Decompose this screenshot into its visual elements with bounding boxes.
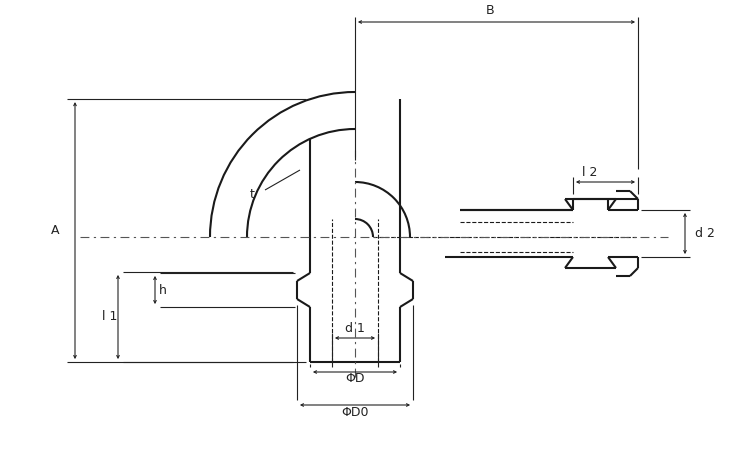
Text: A: A bbox=[51, 224, 59, 237]
Text: l 2: l 2 bbox=[582, 166, 598, 179]
Text: d 1: d 1 bbox=[345, 321, 365, 334]
Text: B: B bbox=[486, 4, 494, 17]
Text: ΦD0: ΦD0 bbox=[341, 405, 369, 418]
Text: l 1: l 1 bbox=[102, 310, 118, 324]
Text: ΦD: ΦD bbox=[345, 372, 364, 384]
Text: d 2: d 2 bbox=[695, 227, 715, 240]
Text: h: h bbox=[159, 284, 167, 297]
Text: t: t bbox=[250, 189, 254, 202]
